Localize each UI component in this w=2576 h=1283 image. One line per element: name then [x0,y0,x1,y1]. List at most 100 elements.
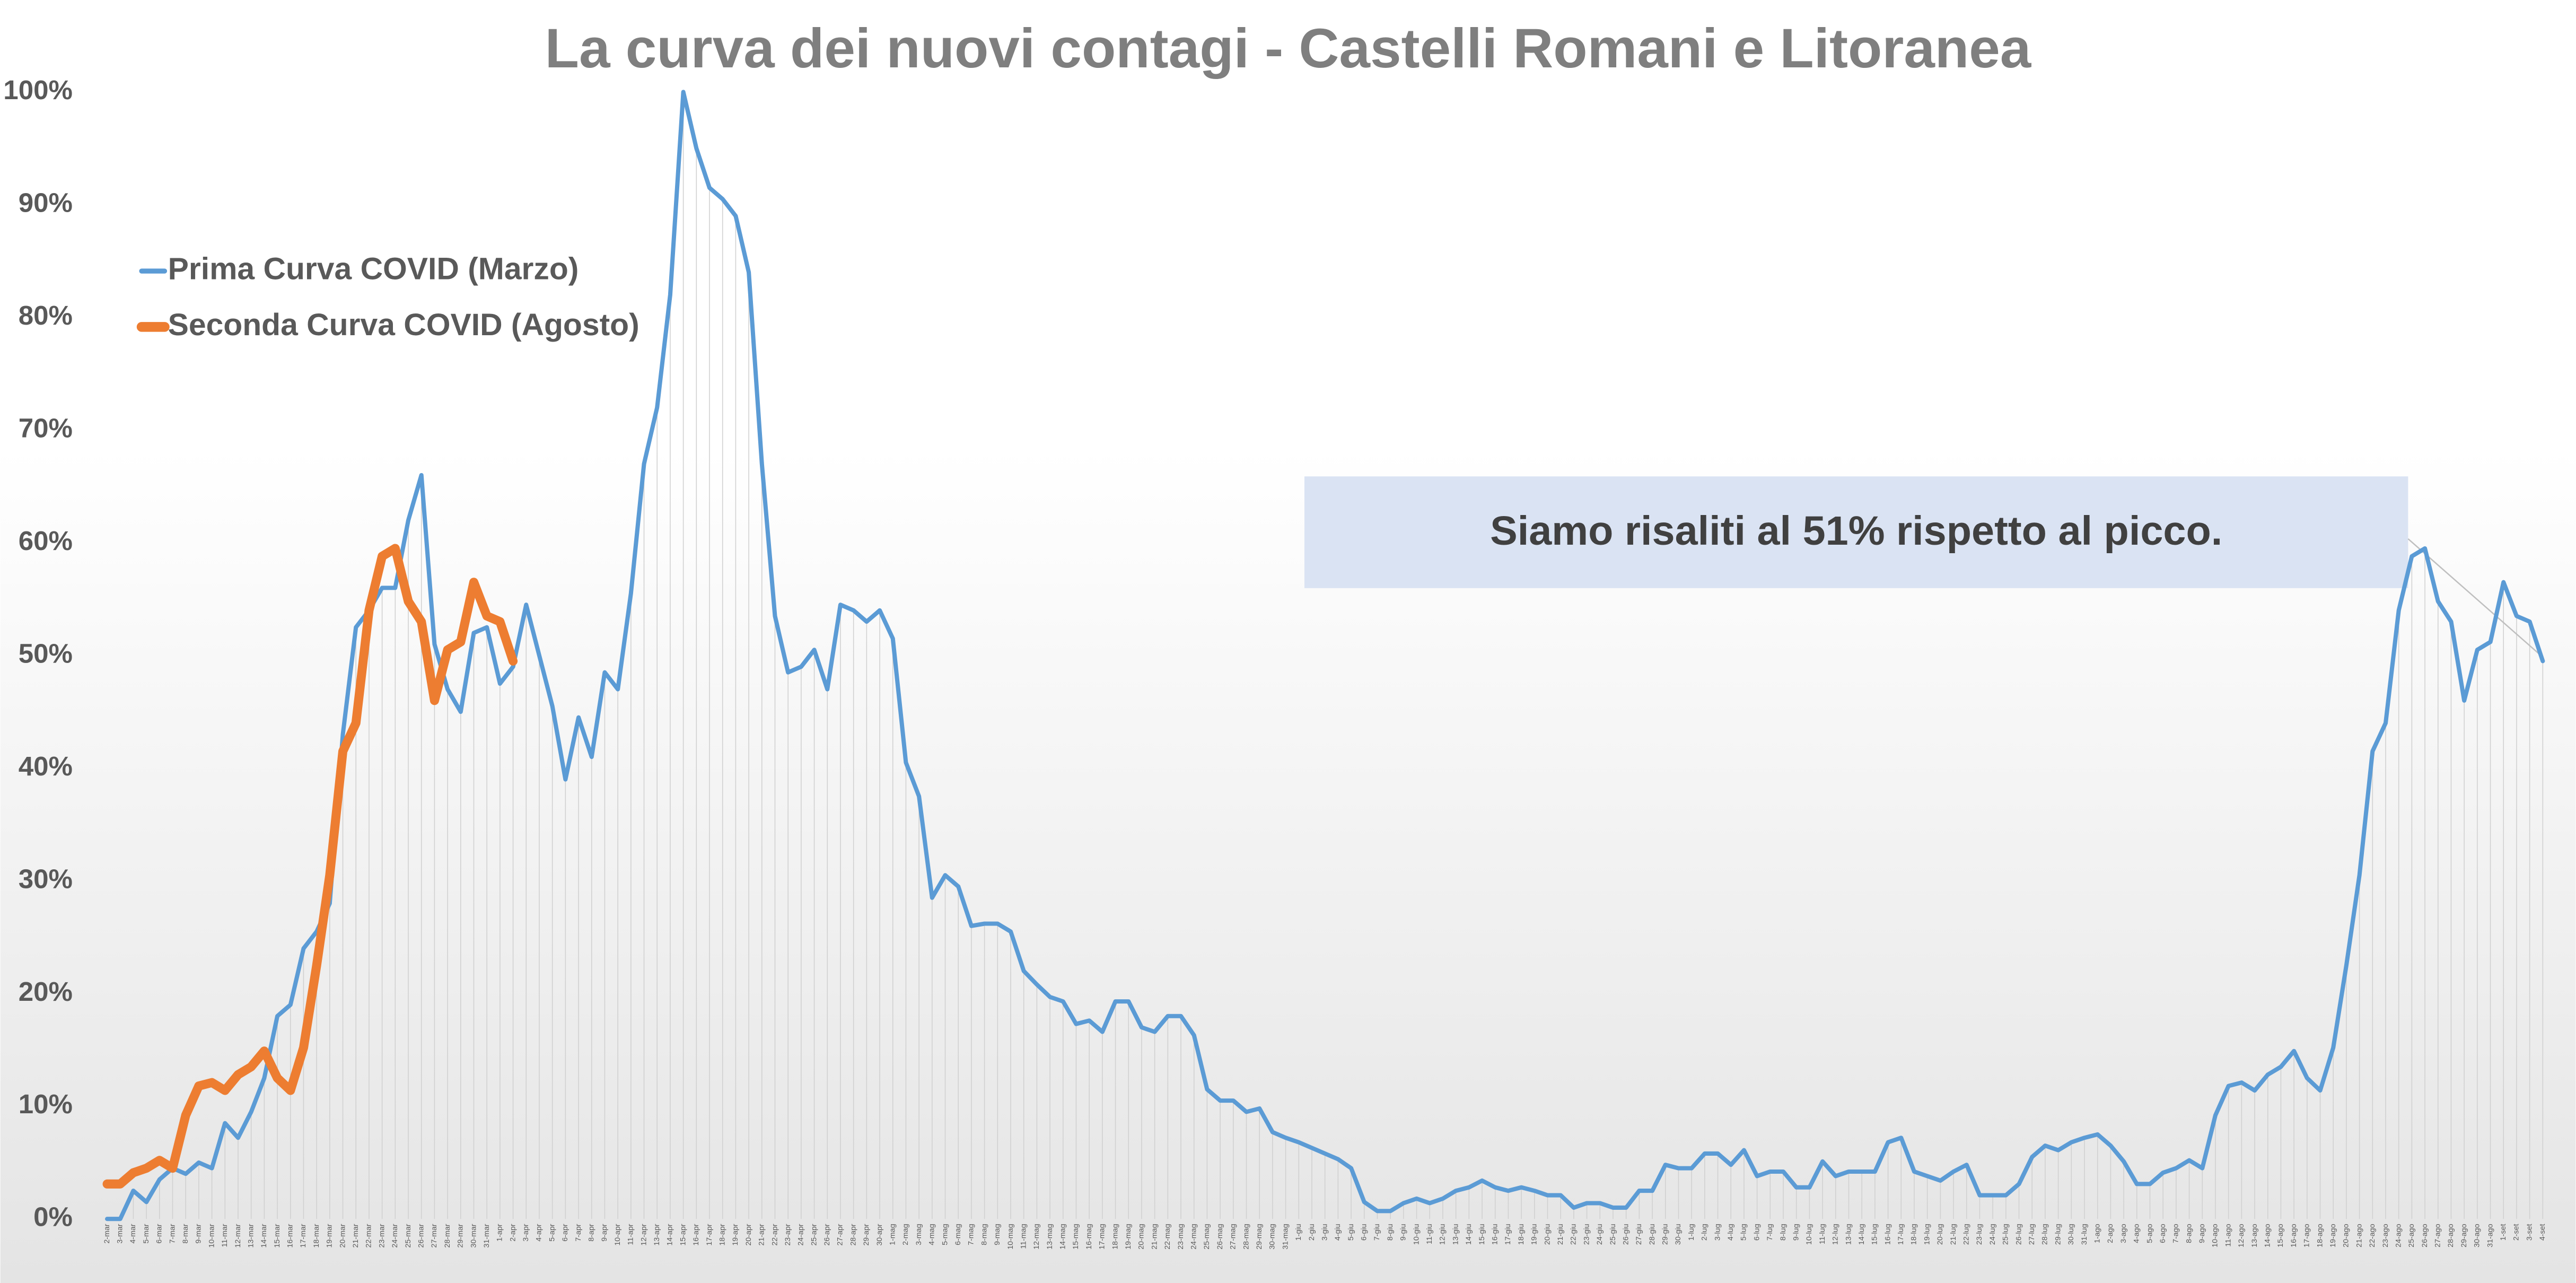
x-tick-label: 2-mar [103,1224,111,1243]
y-tick-label: 100% [3,75,73,105]
x-tick-label: 26-mar [417,1224,425,1247]
x-tick-label: 23-apr [784,1224,792,1245]
x-tick-label: 27-ago [2434,1224,2442,1247]
y-tick-label: 10% [19,1089,73,1119]
x-tick-label: 9-giu [1399,1224,1408,1241]
x-tick-label: 24-giu [1596,1224,1604,1245]
y-tick-label: 70% [19,413,73,443]
x-tick-label: 24-mar [391,1224,399,1247]
x-tick-label: 17-mar [299,1224,308,1247]
x-tick-label: 21-lug [1949,1224,1958,1245]
x-tick-label: 10-ago [2211,1224,2220,1247]
x-tick-label: 15-mar [273,1224,282,1247]
annotation: Siamo risaliti al 51% rispetto al picco. [1490,508,2222,554]
x-tick-label: 25-apr [810,1224,818,1245]
y-tick-label: 50% [19,638,73,668]
x-tick-label: 13-apr [653,1224,661,1245]
series-line [102,544,518,1189]
x-tick-label: 17-mag [1098,1224,1107,1249]
x-tick-label: 3-set [2525,1224,2534,1241]
x-tick-label: 11-lug [1818,1224,1827,1244]
legend-label: Prima Curva COVID (Marzo) [168,252,579,286]
x-tick-label: 29-lug [2054,1224,2062,1245]
y-tick-label: 80% [19,300,73,330]
y-tick-label: 20% [19,976,73,1007]
x-tick-label: 6-apr [561,1224,569,1241]
x-tick-label: 2-mag [901,1224,910,1245]
x-tick-label: 10-apr [614,1224,622,1245]
x-tick-label: 21-mar [352,1224,360,1247]
x-tick-label: 24-mag [1190,1224,1198,1249]
x-tick-label: 9-apr [600,1224,609,1241]
x-tick-label: 27-apr [836,1224,845,1245]
x-tick-label: 1-set [2499,1224,2508,1241]
x-tick-label: 9-lug [1792,1224,1800,1241]
x-tick-label: 31-mar [483,1224,491,1247]
x-tick-label: 20-mar [338,1224,347,1247]
x-tick-label: 22-apr [770,1224,779,1245]
x-tick-label: 14-ago [2264,1224,2272,1247]
x-tick-label: 8-apr [588,1224,596,1241]
x-tick-label: 9-mar [195,1224,203,1243]
x-tick-label: 24-lug [1988,1224,1997,1245]
x-tick-label: 16-apr [692,1224,700,1245]
x-tick-label: 28-mag [1242,1224,1250,1249]
x-tick-label: 4-ago [2133,1224,2141,1243]
x-tick-label: 1-lug [1687,1224,1696,1241]
x-tick-label: 23-giu [1582,1224,1591,1245]
x-tick-label: 12-giu [1439,1224,1447,1245]
x-tick-label: 25-mag [1203,1224,1211,1249]
x-tick-label: 20-mag [1137,1224,1146,1249]
x-tick-label: 14-giu [1465,1224,1473,1245]
x-tick-label: 28-ago [2447,1224,2455,1247]
y-tick-label: 30% [19,863,73,894]
x-tick-label: 18-apr [718,1224,726,1245]
x-tick-label: 14-lug [1857,1224,1866,1245]
x-tick-label: 8-giu [1386,1224,1395,1241]
x-tick-label: 2-ago [2106,1224,2115,1243]
x-tick-label: 9-mag [993,1224,1002,1245]
x-tick-label: 26-lug [2014,1224,2023,1245]
x-tick-label: 10-giu [1412,1224,1421,1245]
x-tick-label: 18-mar [312,1224,321,1247]
x-tick-label: 28-giu [1648,1224,1657,1245]
x-tick-label: 17-apr [705,1224,714,1245]
x-tick-label: 13-ago [2250,1224,2259,1247]
x-tick-label: 26-mag [1216,1224,1224,1249]
x-tick-label: 23-ago [2381,1224,2390,1247]
x-tick-label: 6-mar [155,1224,164,1243]
x-tick-label: 20-lug [1936,1224,1944,1245]
x-tick-label: 3-mag [915,1224,923,1245]
x-tick-label: 4-lug [1727,1224,1735,1241]
y-tick-label: 90% [19,187,73,217]
x-tick-label: 25-ago [2407,1224,2416,1247]
x-tick-label: 13-mar [247,1224,255,1247]
x-tick-label: 28-apr [849,1224,857,1245]
x-tick-label: 11-apr [627,1224,635,1245]
annotation-box [1304,476,2408,588]
x-tick-label: 5-apr [548,1224,556,1241]
x-tick-label: 12-apr [639,1224,648,1245]
y-tick-label: 60% [19,526,73,556]
x-tick-label: 23-mag [1177,1224,1185,1249]
x-tick-label: 29-giu [1661,1224,1670,1245]
y-tick-label: 40% [19,751,73,781]
x-tick-label: 4-mar [129,1224,137,1243]
x-tick-label: 18-giu [1517,1224,1526,1245]
x-tick-label: 16-mar [286,1224,295,1247]
x-tick-label: 19-giu [1530,1224,1539,1245]
x-tick-label: 28-lug [2041,1224,2049,1245]
x-tick-label: 23-mar [378,1224,386,1247]
x-tick-label: 4-set [2538,1224,2547,1241]
x-tick-label: 15-lug [1871,1224,1879,1245]
x-tick-label: 30-mar [469,1224,478,1247]
x-tick-label: 17-giu [1504,1224,1512,1245]
x-tick-label: 7-mar [168,1224,177,1243]
x-tick-label: 29-apr [862,1224,871,1245]
x-tick-label: 26-apr [823,1224,831,1245]
x-tick-label: 11-mag [1019,1224,1028,1249]
x-tick-label: 22-mar [365,1224,373,1247]
x-tick-label: 24-apr [797,1224,805,1245]
